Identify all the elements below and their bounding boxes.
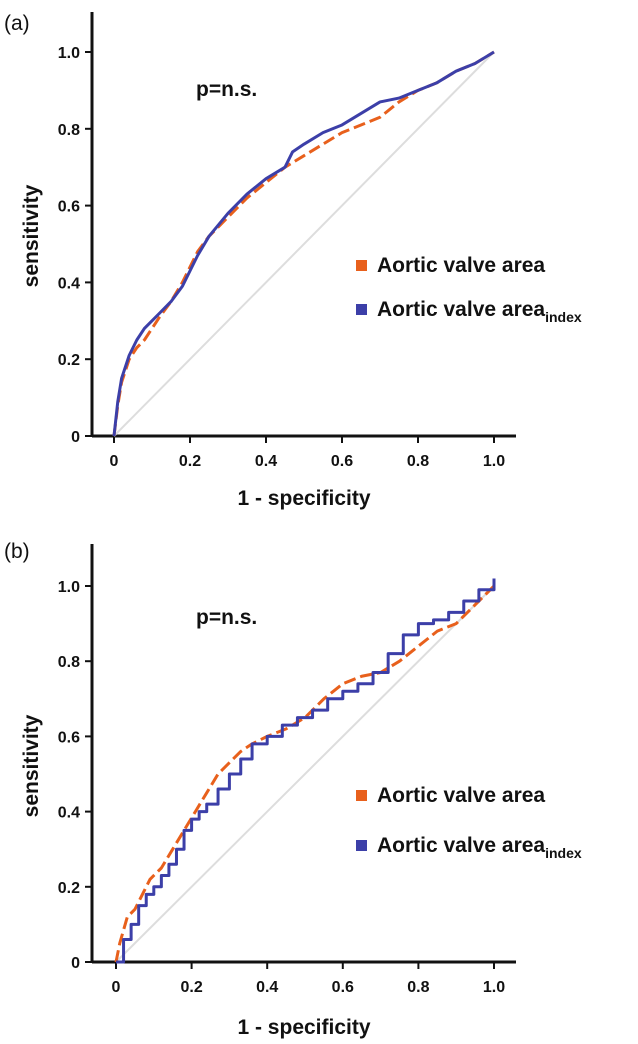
panel-b-x-tick-label: 0.4 bbox=[256, 979, 278, 996]
panel-b-y-tick-label: 0.6 bbox=[58, 729, 80, 746]
panel-b-y-tick-label: 1.0 bbox=[58, 579, 80, 596]
panel-b-series-aortic-valve-area-line bbox=[114, 584, 496, 963]
panel-b-x-tick-label: 0.6 bbox=[332, 979, 354, 996]
panel-a-reference-line bbox=[113, 51, 495, 437]
panel-a-y-tick-label: 0.6 bbox=[58, 199, 80, 216]
panel-b-x-axis-title: 1 - specificity bbox=[237, 1016, 370, 1039]
panel-a-legend-swatch bbox=[356, 304, 367, 315]
panel-a-x-axis-title: 1 - specificity bbox=[237, 487, 370, 510]
panel-a-legend-label: Aortic valve area bbox=[377, 254, 545, 277]
panel-a-x-tick-label: 1.0 bbox=[483, 453, 505, 470]
panel-a-p-value-annotation: p=n.s. bbox=[196, 78, 257, 101]
roc-chart-a: (a) 0 0.2 0.4 0.6 0.8 1.0 0 0.2 0.4 0.6 0.8 1.0 1 - s… bbox=[4, 12, 582, 510]
panel-a-x-tick-label: 0.8 bbox=[407, 453, 429, 470]
panel-b-legend-swatch bbox=[356, 840, 367, 851]
panel-b-y-tick-label: 0.2 bbox=[58, 880, 80, 897]
panel-b-p-value-annotation: p=n.s. bbox=[196, 606, 257, 629]
panel-b-x-tick-label: 0.8 bbox=[407, 979, 429, 996]
panel-a-label: (a) bbox=[4, 12, 30, 35]
panel-a-y-tick-label: 0.8 bbox=[58, 122, 80, 139]
panel-a-y-tick-label: 1.0 bbox=[58, 45, 80, 62]
panel-a-legend-subscript: index bbox=[545, 309, 582, 325]
panel-a-legend-label: Aortic valve areaindex bbox=[377, 298, 582, 325]
panel-a-x-tick-label: 0 bbox=[110, 453, 119, 470]
panel-b-x-tick-label: 0 bbox=[112, 979, 121, 996]
roc-chart-b: (b) 0 0.2 0.4 0.6 0.8 1.0 0 0.2 0.4 0.6 0.8 1.0 1 - s… bbox=[4, 540, 582, 1039]
panel-b-series-aortic-valve-area-index-line bbox=[116, 578, 496, 964]
panel-a-series-aortic-valve-area-index-line bbox=[112, 50, 495, 437]
panel-a-x-tick-label: 0.2 bbox=[179, 453, 201, 470]
panel-b-legend-label: Aortic valve area bbox=[377, 784, 545, 807]
panel-a-x-tick-label: 0.4 bbox=[255, 453, 277, 470]
panel-b-y-tick-label: 0 bbox=[71, 955, 80, 972]
panel-b-reference-line bbox=[115, 585, 495, 963]
chart-panel-b: (b) 0 0.2 0.4 0.6 0.8 1.0 0 0.2 0.4 0.6 0.8 1.0 1 - s… bbox=[0, 522, 638, 1044]
panel-b-label: (b) bbox=[4, 540, 30, 563]
panel-a-y-tick-label: 0.4 bbox=[58, 275, 80, 292]
panel-a-x-tick-label: 0.6 bbox=[331, 453, 353, 470]
panel-b-y-axis-title: sensitivity bbox=[20, 714, 43, 817]
panel-b-y-tick-label: 0.8 bbox=[58, 654, 80, 671]
panel-b-legend-swatch bbox=[356, 790, 367, 801]
panel-b-x-tick-label: 1.0 bbox=[483, 979, 505, 996]
panel-a-legend-swatch bbox=[356, 260, 367, 271]
chart-panel-a: (a) 0 0.2 0.4 0.6 0.8 1.0 0 0.2 0.4 0.6 0.8 1.0 1 - s… bbox=[4, 12, 582, 510]
panel-b-legend-label: Aortic valve areaindex bbox=[377, 834, 582, 861]
panel-b-legend-subscript: index bbox=[545, 845, 582, 861]
panel-a-y-tick-label: 0 bbox=[71, 429, 80, 446]
panel-b-x-tick-label: 0.2 bbox=[180, 979, 202, 996]
panel-a-series-aortic-valve-area-line bbox=[112, 50, 495, 437]
panel-a-y-axis-title: sensitivity bbox=[20, 184, 43, 287]
panel-b-y-tick-label: 0.4 bbox=[58, 805, 80, 822]
panel-a-y-tick-label: 0.2 bbox=[58, 352, 80, 369]
